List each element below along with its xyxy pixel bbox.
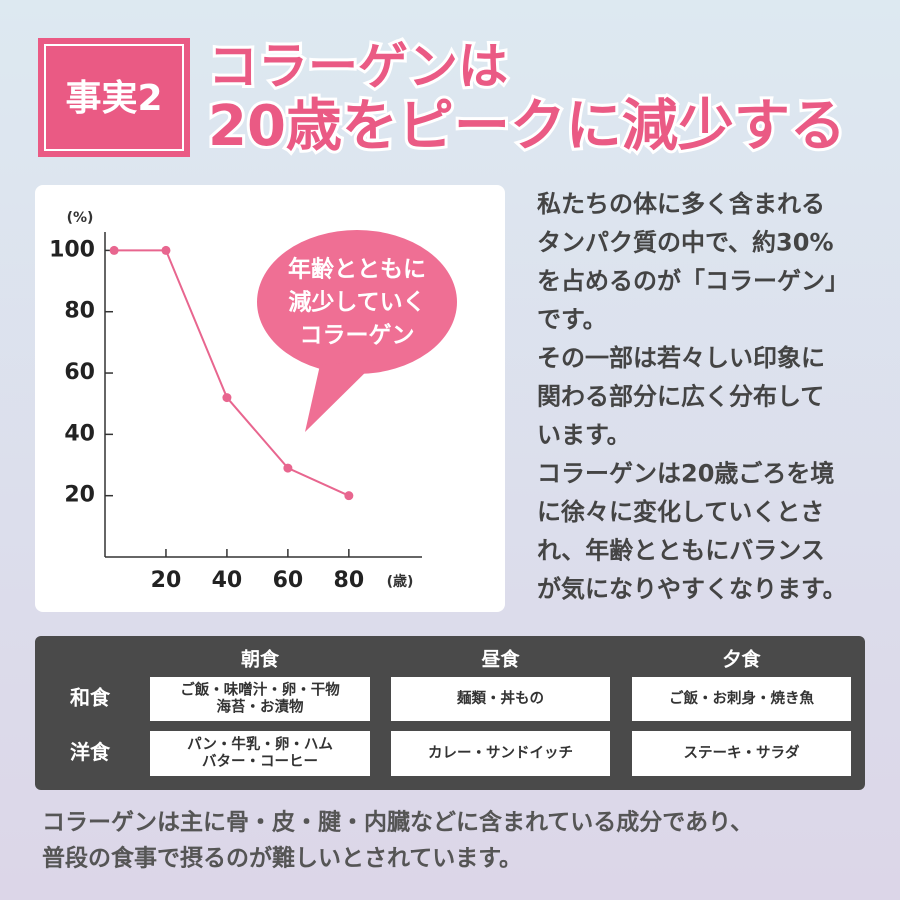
badge-text: 事実2 — [65, 78, 162, 119]
cell-text: カレー・サンドイッチ — [428, 745, 573, 762]
y-tick-label: 60 — [64, 360, 95, 385]
table-header: 昼食 — [481, 648, 520, 671]
y-tick-label: 20 — [64, 483, 95, 508]
data-point — [222, 393, 232, 403]
cell-text: ご飯・お刺身・焼き魚 — [669, 689, 814, 707]
x-tick-label: 60 — [273, 568, 304, 593]
annotation-tail — [305, 360, 378, 432]
table-cell — [391, 731, 610, 776]
annotation-bubble — [257, 230, 457, 374]
table-cell — [632, 731, 851, 776]
x-unit: (歳) — [387, 573, 414, 590]
x-tick-label: 80 — [334, 568, 365, 593]
cell-text: ステーキ・サラダ — [684, 744, 800, 762]
table-header: 朝食 — [241, 648, 280, 671]
table-cell — [150, 677, 370, 721]
annotation-text: 減少していく — [288, 290, 425, 316]
cell-text: 海苔・お漬物 — [217, 698, 304, 716]
x-tick-label: 20 — [151, 568, 182, 593]
data-point — [283, 463, 293, 473]
y-tick-label: 80 — [64, 299, 95, 324]
annotation-text: 年齢とともに — [288, 256, 426, 283]
y-tick-label: 100 — [49, 237, 95, 262]
description-line: が気になりやすくなります。 — [537, 575, 847, 603]
description-line: 私たちの体に多く含まれる — [537, 190, 825, 218]
data-point — [344, 491, 354, 501]
row-label: 和食 — [70, 686, 111, 710]
annotation-text: コラーゲン — [300, 323, 415, 349]
table-header: 夕食 — [722, 648, 761, 671]
row-label: 洋食 — [70, 740, 111, 764]
badge-border — [44, 44, 184, 151]
footer-line: コラーゲンは主に骨・皮・腱・内臓などに含まれている成分であり、 — [42, 809, 753, 836]
description-line: に徐々に変化していくとさ — [537, 498, 824, 526]
footer-line: 普段の食事で摂るのが難しいとされています。 — [42, 845, 522, 872]
y-unit: (%) — [67, 210, 94, 226]
badge — [38, 38, 190, 157]
description-line: います。 — [537, 421, 631, 449]
y-tick-label: 40 — [64, 421, 95, 446]
x-tick-label: 40 — [212, 568, 243, 593]
description-line: その一部は若々しい印象に — [537, 344, 825, 372]
table-cell — [150, 731, 370, 776]
description-line: を占めるのが「コラーゲン」 — [537, 267, 849, 295]
data-point — [161, 245, 171, 255]
cell-text: ご飯・味噌汁・卵・干物 — [180, 681, 340, 699]
description-line: 関わる部分に広く分布して — [537, 383, 824, 411]
description-line: コラーゲンは20歳ごろを境 — [537, 460, 834, 488]
data-point — [109, 245, 119, 255]
table-cell — [391, 677, 610, 721]
description-line: です。 — [537, 306, 607, 334]
cell-text: パン・牛乳・卵・ハム — [187, 735, 333, 753]
headline: コラーゲンは — [208, 38, 508, 96]
headline: 20歳をピークに減少する — [208, 94, 846, 159]
table-cell — [632, 677, 851, 721]
cell-text: 麺類・丼もの — [456, 689, 544, 707]
description-line: タンパク質の中で、約30% — [537, 229, 834, 257]
cell-text: バター・コーヒー — [202, 753, 318, 770]
description-line: れ、年齢とともにバランス — [537, 537, 825, 565]
